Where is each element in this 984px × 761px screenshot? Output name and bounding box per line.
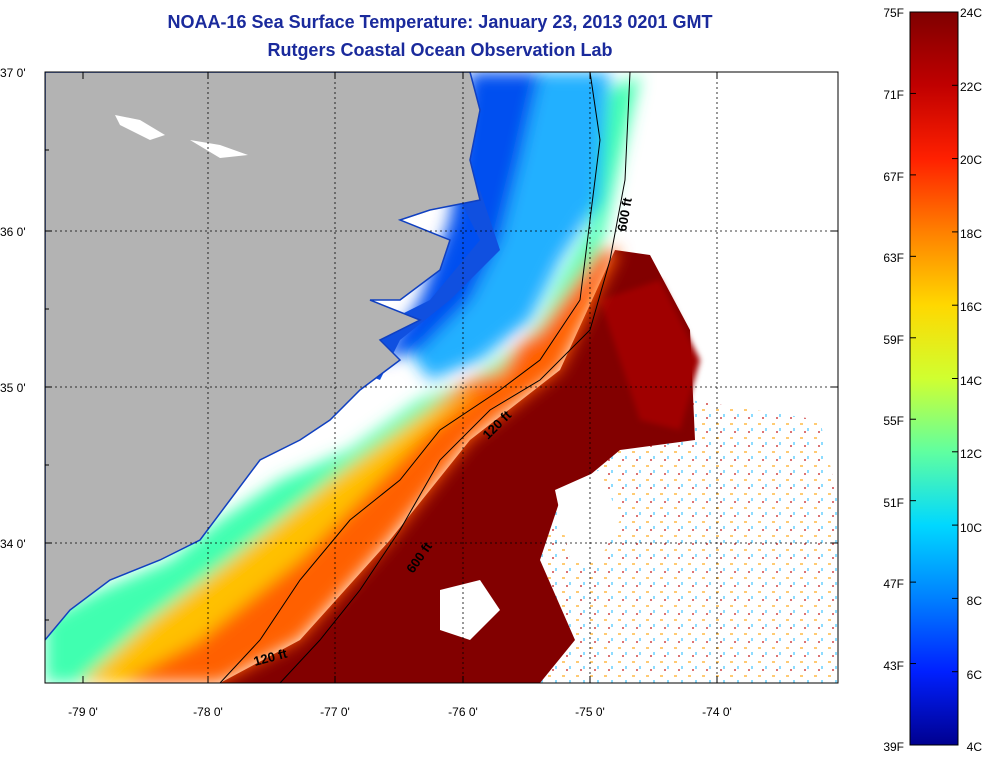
fahrenheit-label: 39F — [883, 740, 904, 754]
inland-lake — [190, 140, 248, 158]
missing-data-patch — [440, 580, 500, 640]
map-plot-area: 600 ft 120 ft 600 ft 120 ft — [45, 72, 838, 683]
lon-label: -75 0' — [575, 705, 605, 719]
lon-label: -74 0' — [702, 705, 732, 719]
celsius-label: 22C — [960, 80, 982, 94]
fahrenheit-label: 67F — [883, 170, 904, 184]
celsius-label: 6C — [967, 668, 983, 682]
lon-label: -77 0' — [320, 705, 350, 719]
lat-label: 35 0' — [0, 381, 26, 395]
celsius-label: 14C — [960, 374, 982, 388]
celsius-label: 16C — [960, 300, 982, 314]
sst-map: 600 ft 120 ft 600 ft 120 ft 37 0' 36 0' … — [0, 66, 839, 719]
tick-marks — [45, 72, 838, 683]
celsius-label: 8C — [967, 594, 983, 608]
lat-label: 34 0' — [0, 537, 26, 551]
fahrenheit-label: 63F — [883, 251, 904, 265]
lon-label: -79 0' — [68, 705, 98, 719]
contour-label: 600 ft — [614, 196, 635, 233]
fahrenheit-label: 51F — [883, 496, 904, 510]
lat-label: 36 0' — [0, 225, 26, 239]
contour-120ft — [219, 72, 601, 683]
celsius-label: 4C — [967, 740, 983, 754]
celsius-label: 20C — [960, 153, 982, 167]
celsius-label: 24C — [960, 6, 982, 20]
missing-data-patch — [555, 470, 620, 560]
shelf-water — [45, 72, 640, 683]
fahrenheit-label: 59F — [883, 333, 904, 347]
celsius-label: 12C — [960, 447, 982, 461]
colorbar: 75F 71F 67F 63F 59F 55F 51F 47F 43F 39F … — [883, 6, 983, 754]
map-frame — [44, 71, 839, 684]
graticule — [45, 72, 838, 683]
fahrenheit-label: 47F — [883, 577, 904, 591]
colorbar-ticks — [910, 11, 958, 746]
inland-lake — [115, 115, 165, 140]
fahrenheit-label: 71F — [883, 88, 904, 102]
lon-label: -76 0' — [448, 705, 478, 719]
map-title: NOAA-16 Sea Surface Temperature: January… — [167, 12, 713, 32]
celsius-label: 18C — [960, 227, 982, 241]
gulf-stream-warm-water — [220, 250, 695, 683]
celsius-label: 10C — [960, 521, 982, 535]
colorbar-scale — [909, 11, 959, 746]
land-mass — [45, 72, 481, 642]
map-subtitle: Rutgers Coastal Ocean Observation Lab — [267, 40, 613, 60]
contour-600ft — [279, 72, 631, 683]
fahrenheit-label: 43F — [883, 659, 904, 673]
lon-label: -78 0' — [193, 705, 223, 719]
fahrenheit-label: 75F — [883, 6, 904, 20]
fahrenheit-label: 55F — [883, 414, 904, 428]
lat-label: 37 0' — [0, 66, 26, 80]
warm-edge — [600, 280, 700, 430]
